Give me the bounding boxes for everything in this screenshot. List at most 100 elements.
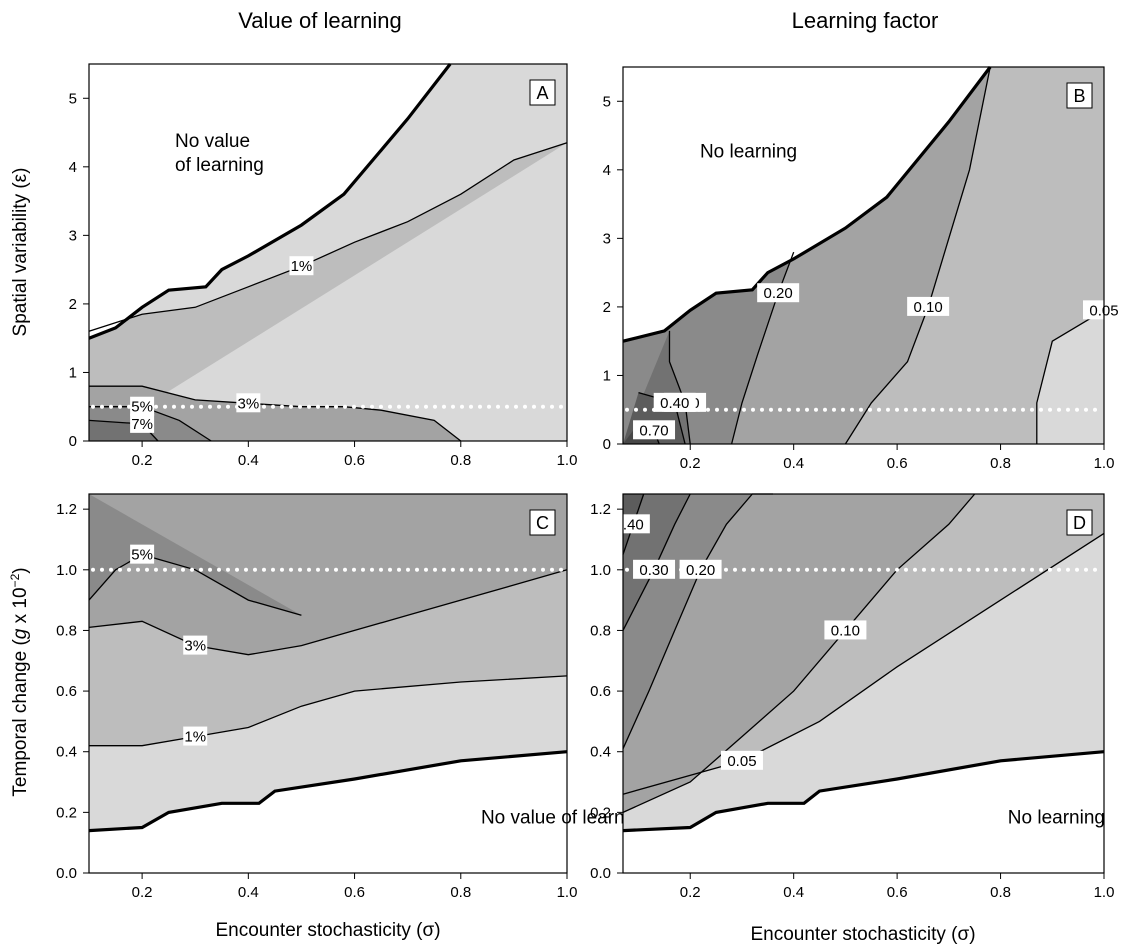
x-tick-label: 0.2	[132, 452, 153, 469]
contour-label-box	[130, 413, 155, 433]
contour-line	[730, 251, 795, 445]
contour-label: 7%	[131, 416, 153, 433]
contour-label: 0.05	[727, 753, 756, 770]
right-column-title: Learning factor	[791, 8, 939, 33]
y-axis-label-bottom: Temporal change (g x 10−2)	[8, 567, 31, 796]
contour-label-box	[633, 420, 676, 440]
x-tick-label: 1.0	[557, 884, 578, 901]
contour-line	[88, 553, 302, 616]
contour-line	[88, 569, 568, 656]
y-tick-label: 2	[69, 296, 77, 313]
contour-label: 0.20	[764, 285, 793, 302]
plot-frame	[88, 493, 568, 874]
no-value-region	[89, 751, 567, 873]
contour-label-box	[757, 283, 800, 303]
contour-line	[88, 142, 568, 332]
region-label: No value of learning	[175, 131, 264, 176]
fill-region	[89, 494, 302, 616]
x-tick-label: 0.2	[132, 884, 153, 901]
contour-label: 0.10	[914, 299, 943, 316]
y-tick-label: 5	[69, 90, 77, 107]
panel-letter-box	[1066, 509, 1093, 536]
contour-label: 0.40	[660, 395, 689, 412]
contour-label-box	[130, 544, 155, 564]
panel-d: 0.05 0.10 0.20 0.30 .40 0.2 0.4 0.6 0.8 1.0 0.0 0.2…	[590, 493, 1115, 901]
region-label-line: No learning	[700, 141, 797, 162]
contour-label: 5%	[131, 547, 153, 564]
contour-label-box	[653, 392, 696, 412]
contour-label-box	[183, 726, 208, 746]
y-tick-label: 0	[603, 436, 611, 453]
y-tick-label: 4	[603, 162, 611, 179]
contour-label: 0.10	[831, 622, 860, 639]
contour-label: 0.20	[686, 562, 715, 579]
y-tick-label: 0.2	[56, 804, 77, 821]
plot-frame	[622, 66, 1105, 445]
contour-label-box	[616, 514, 650, 534]
region-label-line: No learning	[1008, 808, 1105, 829]
x-tick-label: 0.8	[990, 455, 1011, 472]
contour-label: 1%	[184, 729, 206, 746]
y-tick-label: 1.0	[56, 562, 77, 579]
x-axis-label-right: Encounter stochasticity (σ)	[750, 924, 975, 945]
x-tick-label: 1.0	[1094, 884, 1115, 901]
contour-label: .40	[623, 516, 644, 533]
contour-label-box	[720, 750, 763, 770]
contour-label: 3%	[237, 395, 259, 412]
y-tick-label: 0.8	[56, 622, 77, 639]
fill-region	[89, 494, 567, 655]
panel-letter: D	[1073, 513, 1086, 533]
y-tick-label: 3	[69, 227, 77, 244]
contour-line	[89, 406, 212, 442]
panel-a: 1% 3% 5%7% 0.2 0.4 0.6 0.8 1.0 0 1 2 3 4 5 A No value of…	[69, 63, 578, 469]
panel-b: 0.050.100.200.300.400.700.20.40.60.81.00…	[603, 66, 1122, 472]
contour-label-box	[236, 393, 261, 413]
fill-region	[623, 494, 644, 555]
no-value-region	[623, 67, 991, 342]
contour-label-box	[183, 635, 208, 655]
threshold-curve	[622, 66, 992, 343]
y-tick-label: 0.2	[590, 804, 611, 821]
x-tick-label: 0.4	[783, 455, 804, 472]
y-tick-label: 1	[603, 367, 611, 384]
y-tick-label: 0.6	[56, 683, 77, 700]
y-tick-label: 1.2	[56, 501, 77, 518]
threshold-curve	[88, 750, 568, 833]
region-label-line: No value	[175, 131, 250, 152]
y-tick-label: 1.2	[590, 501, 611, 518]
region-label-line: of learning	[175, 155, 264, 176]
left-column-title: Value of learning	[238, 8, 402, 33]
panel-letter: C	[536, 513, 549, 533]
y-tick-label: 1	[69, 364, 77, 381]
y-tick-label: 0.4	[56, 744, 77, 761]
no-value-region	[623, 751, 1104, 873]
panel-letter-box	[1066, 82, 1093, 109]
x-tick-label: 0.6	[887, 884, 908, 901]
y-tick-label: 4	[69, 159, 77, 176]
contour-label: 3%	[184, 638, 206, 655]
x-axis-label-left: Encounter stochasticity (σ)	[215, 920, 440, 941]
contour-label-box	[633, 559, 676, 579]
contour-label-box	[824, 620, 867, 640]
x-tick-label: 0.2	[680, 884, 701, 901]
contour-label: 0.30	[639, 562, 668, 579]
region-label: No learning	[700, 141, 797, 162]
y-axis-label-top: Spatial variability (ε)	[10, 168, 31, 337]
no-value-region	[89, 64, 451, 339]
contour-line	[622, 493, 976, 813]
y-tick-label: 1.0	[590, 562, 611, 579]
panel-letter-box	[529, 79, 556, 106]
y-tick-label: 0.6	[590, 683, 611, 700]
contour-label: 1%	[291, 258, 313, 275]
x-tick-label: 0.2	[680, 455, 701, 472]
x-tick-label: 0.4	[238, 884, 259, 901]
threshold-curve	[622, 750, 1105, 833]
fill-region	[89, 142, 567, 442]
x-tick-label: 1.0	[557, 452, 578, 469]
panel-letter: A	[536, 83, 548, 103]
panel-letter: B	[1073, 86, 1085, 106]
fill-region	[623, 494, 773, 749]
x-tick-label: 0.8	[450, 452, 471, 469]
region-label: No value of learning	[481, 808, 650, 829]
